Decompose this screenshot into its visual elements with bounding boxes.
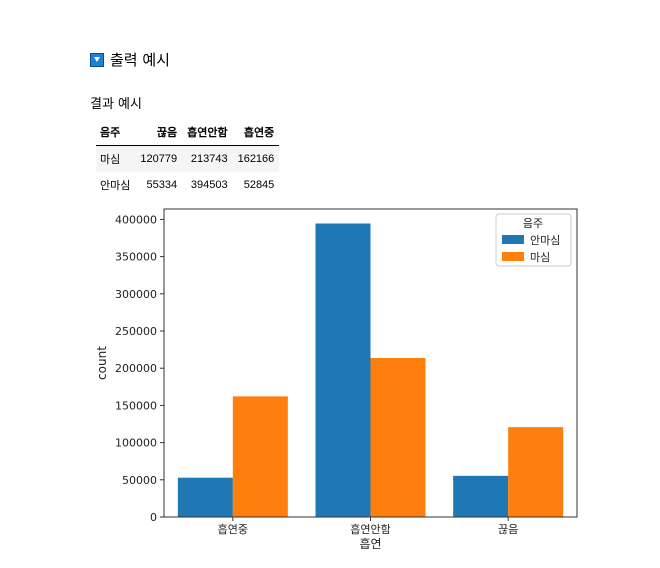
y-tick-label: 150000 [115,399,157,412]
y-tick-label: 400000 [115,213,157,226]
y-tick-label: 250000 [115,325,157,338]
x-tick-label: 흡연안함 [350,522,390,536]
y-tick-label: 200000 [115,362,157,375]
legend-label: 마심 [530,251,550,264]
x-tick-label: 흡연중 [218,522,248,536]
legend-swatch [502,235,524,244]
bar [233,396,288,517]
y-axis-label: count [95,346,109,380]
legend-swatch [502,252,524,261]
legend-label: 안마심 [530,234,560,247]
y-tick-label: 350000 [115,251,157,264]
bar [453,476,508,517]
x-tick-label: 끊음 [498,523,518,536]
y-tick-label: 0 [150,511,157,524]
bar [508,427,563,517]
y-tick-label: 100000 [115,437,157,450]
x-axis-label: 흡연 [359,537,381,551]
legend-title: 음주 [523,217,543,230]
y-tick-label: 50000 [122,474,157,487]
bar [178,478,233,517]
bar [316,224,371,517]
bar [371,358,426,517]
y-tick-label: 300000 [115,288,157,301]
